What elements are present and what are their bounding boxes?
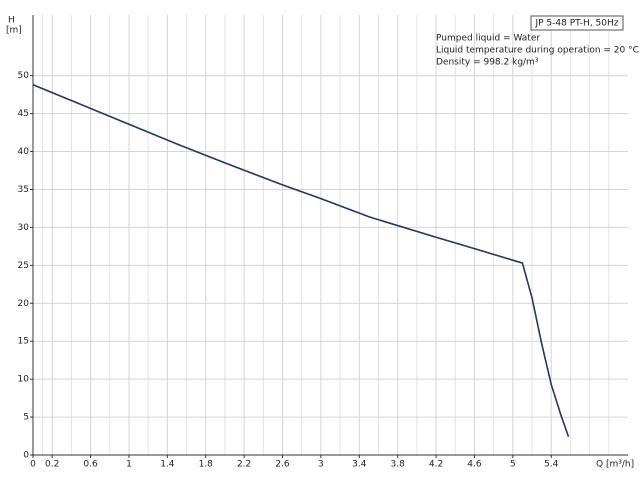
x-tick-label: 0.2	[45, 460, 59, 470]
x-tick-label: 1.4	[160, 460, 175, 470]
y-tick-label: 30	[18, 223, 30, 233]
y-tick-label: 40	[18, 147, 30, 157]
x-tick-label: 5	[510, 460, 516, 470]
y-tick-label: 50	[18, 71, 30, 81]
y-tick-label: 35	[18, 185, 29, 195]
y-tick-label: 25	[18, 261, 29, 271]
curve	[32, 84, 570, 438]
x-tick-label: 4.2	[429, 460, 443, 470]
x-tick-label: 5.4	[544, 460, 559, 470]
y-tick-label: 15	[18, 337, 29, 347]
title-box	[530, 15, 624, 31]
x-tick-label: 1.8	[199, 460, 214, 470]
y-tick-label: 10	[18, 375, 30, 385]
x-tick-label: 0	[30, 460, 36, 470]
y-tick-label: 5	[23, 413, 29, 423]
y-axis-label: H	[8, 16, 15, 26]
x-tick-label: 0.6	[83, 460, 98, 470]
x-tick-label: 3.4	[352, 460, 367, 470]
x-axis-label: Q [m³/h]	[596, 460, 634, 470]
x-tick-label: 2.2	[237, 460, 251, 470]
y-tick-label: 0	[23, 451, 29, 461]
x-tick-label: 1	[126, 460, 132, 470]
annotation: Liquid temperature during operation = 20…	[436, 46, 639, 56]
y-tick-label: 45	[18, 109, 29, 119]
x-tick-label: 4.6	[467, 460, 482, 470]
x-tick-label: 3.8	[391, 460, 406, 470]
annotation: Density = 998.2 kg/m³	[436, 58, 539, 68]
x-tick-label: 3	[318, 460, 324, 470]
y-axis-label: [m]	[6, 26, 22, 36]
chart-title: JP 5-48 PT-H, 50Hz	[534, 19, 618, 29]
y-tick-label: 20	[18, 299, 30, 309]
annotation: Pumped liquid = Water	[436, 34, 540, 44]
x-tick-label: 2.6	[275, 460, 290, 470]
